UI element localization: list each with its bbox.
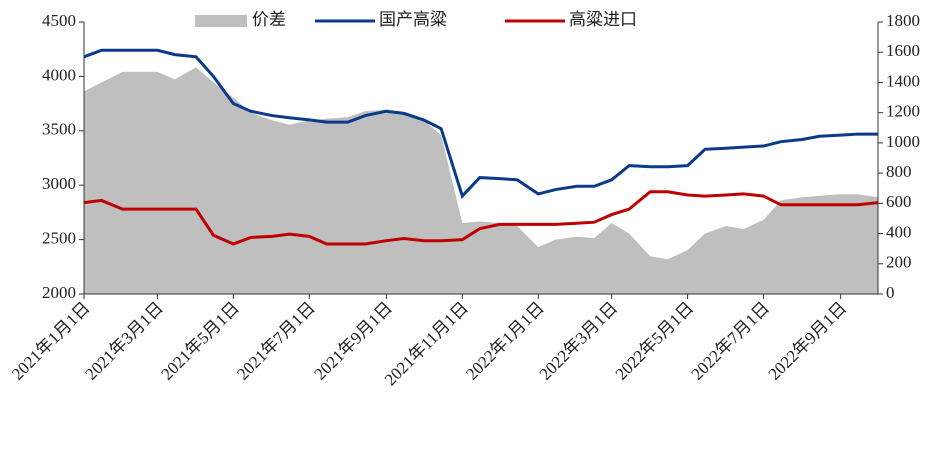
legend-label: 高粱进口 [569,10,637,29]
x-tick-label: 2022年9月1日 [765,298,851,384]
legend-swatch [195,15,247,27]
legend-item: 价差 [195,10,286,29]
y2-tick-label: 1000 [886,132,920,151]
y-tick-label: 3000 [42,174,76,193]
area [84,67,878,294]
y2-tick-label: 1200 [886,102,920,121]
y2-tick-label: 200 [886,253,912,272]
legend-item: 国产高粱 [315,10,447,29]
legend-label: 价差 [252,10,286,29]
legend-label: 国产高粱 [379,10,447,29]
y-tick-label: 4500 [42,11,76,30]
x-tick-label: 2021年9月1日 [310,298,396,384]
x-tick-label: 2022年7月1日 [688,298,774,384]
legend-item: 高粱进口 [505,10,637,29]
line [83,48,878,199]
y2-tick-label: 600 [886,192,912,211]
x-tick-label: 2022年3月1日 [536,298,622,384]
x-tick-label: 2021年5月1日 [157,298,243,384]
x-tick-label: 2021年7月1日 [233,298,319,384]
y2-tick-label: 400 [886,222,912,241]
y2-tick-label: 0 [886,283,895,302]
y-tick-label: 3500 [42,120,76,139]
y-tick-label: 2000 [42,283,76,302]
y-tick-label: 2500 [42,229,76,248]
y2-tick-label: 800 [886,162,912,181]
x-tick-label: 2022年5月1日 [612,298,698,384]
y2-tick-label: 1800 [886,11,920,30]
y-tick-label: 4000 [42,65,76,84]
x-tick-label: 2021年3月1日 [81,298,167,384]
y2-tick-label: 1600 [886,41,920,60]
y2-tick-label: 1400 [886,71,920,90]
line [83,190,879,246]
